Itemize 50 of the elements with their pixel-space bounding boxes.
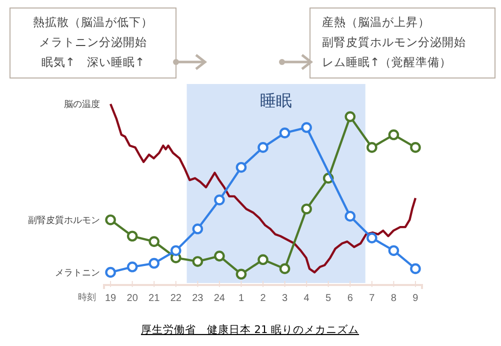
text: メラトニン分泌開始 [39, 35, 147, 49]
x-tick-label: 7 [369, 293, 376, 304]
point [344, 111, 356, 122]
x-tick-label: 3 [282, 293, 288, 304]
point [214, 250, 225, 262]
series-label: メラトニン [55, 268, 100, 278]
x-tick-label: 21 [148, 293, 160, 304]
point [236, 268, 247, 280]
text: 眠気↑ 深い睡眠↑ [41, 55, 145, 69]
point [301, 204, 312, 214]
text: 副腎皮質ホルモン分泌開始 [322, 35, 466, 49]
point [410, 142, 421, 153]
band-label: 睡眠 [260, 91, 292, 110]
series-label: 副腎皮質ホルモン [28, 214, 100, 226]
x-axis-title: 時刻 [78, 292, 96, 303]
point [105, 266, 116, 278]
series-label: 脳の温度 [64, 99, 100, 110]
x-tick-label: 24 [214, 293, 226, 304]
point [258, 254, 268, 266]
x-tick-label: 9 [412, 293, 419, 304]
x-tick-label: 6 [347, 293, 354, 304]
point [148, 258, 160, 269]
point [126, 230, 138, 242]
x-tick-label: 5 [326, 293, 332, 304]
x-tick-label: 23 [192, 293, 204, 304]
x-tick-label: 1 [238, 293, 244, 304]
x-tick-label: 2 [260, 293, 266, 304]
point [105, 214, 116, 226]
text: 熱拡散（脳温が低下） [33, 15, 153, 29]
point [148, 236, 160, 247]
point [214, 194, 225, 206]
point [192, 256, 204, 267]
point [388, 129, 400, 140]
point [126, 262, 138, 272]
text: 厚生労働省 健康日本 21 眠りのメカニズム [140, 323, 360, 336]
x-tick-label: 4 [304, 293, 310, 304]
point [279, 128, 290, 138]
point [192, 223, 204, 234]
point [170, 245, 182, 256]
x-tick-label: 22 [170, 293, 182, 304]
point [279, 263, 290, 274]
x-tick-label: 8 [390, 293, 397, 304]
x-tick-label: 19 [104, 293, 117, 304]
point [301, 122, 312, 133]
point [236, 162, 247, 173]
point [366, 142, 378, 153]
text: 産熱（脳温が上昇） [322, 15, 430, 29]
text: レム睡眠↑（覚醒準備） [322, 55, 452, 69]
x-tick-label: 20 [126, 293, 138, 304]
point [258, 142, 268, 153]
